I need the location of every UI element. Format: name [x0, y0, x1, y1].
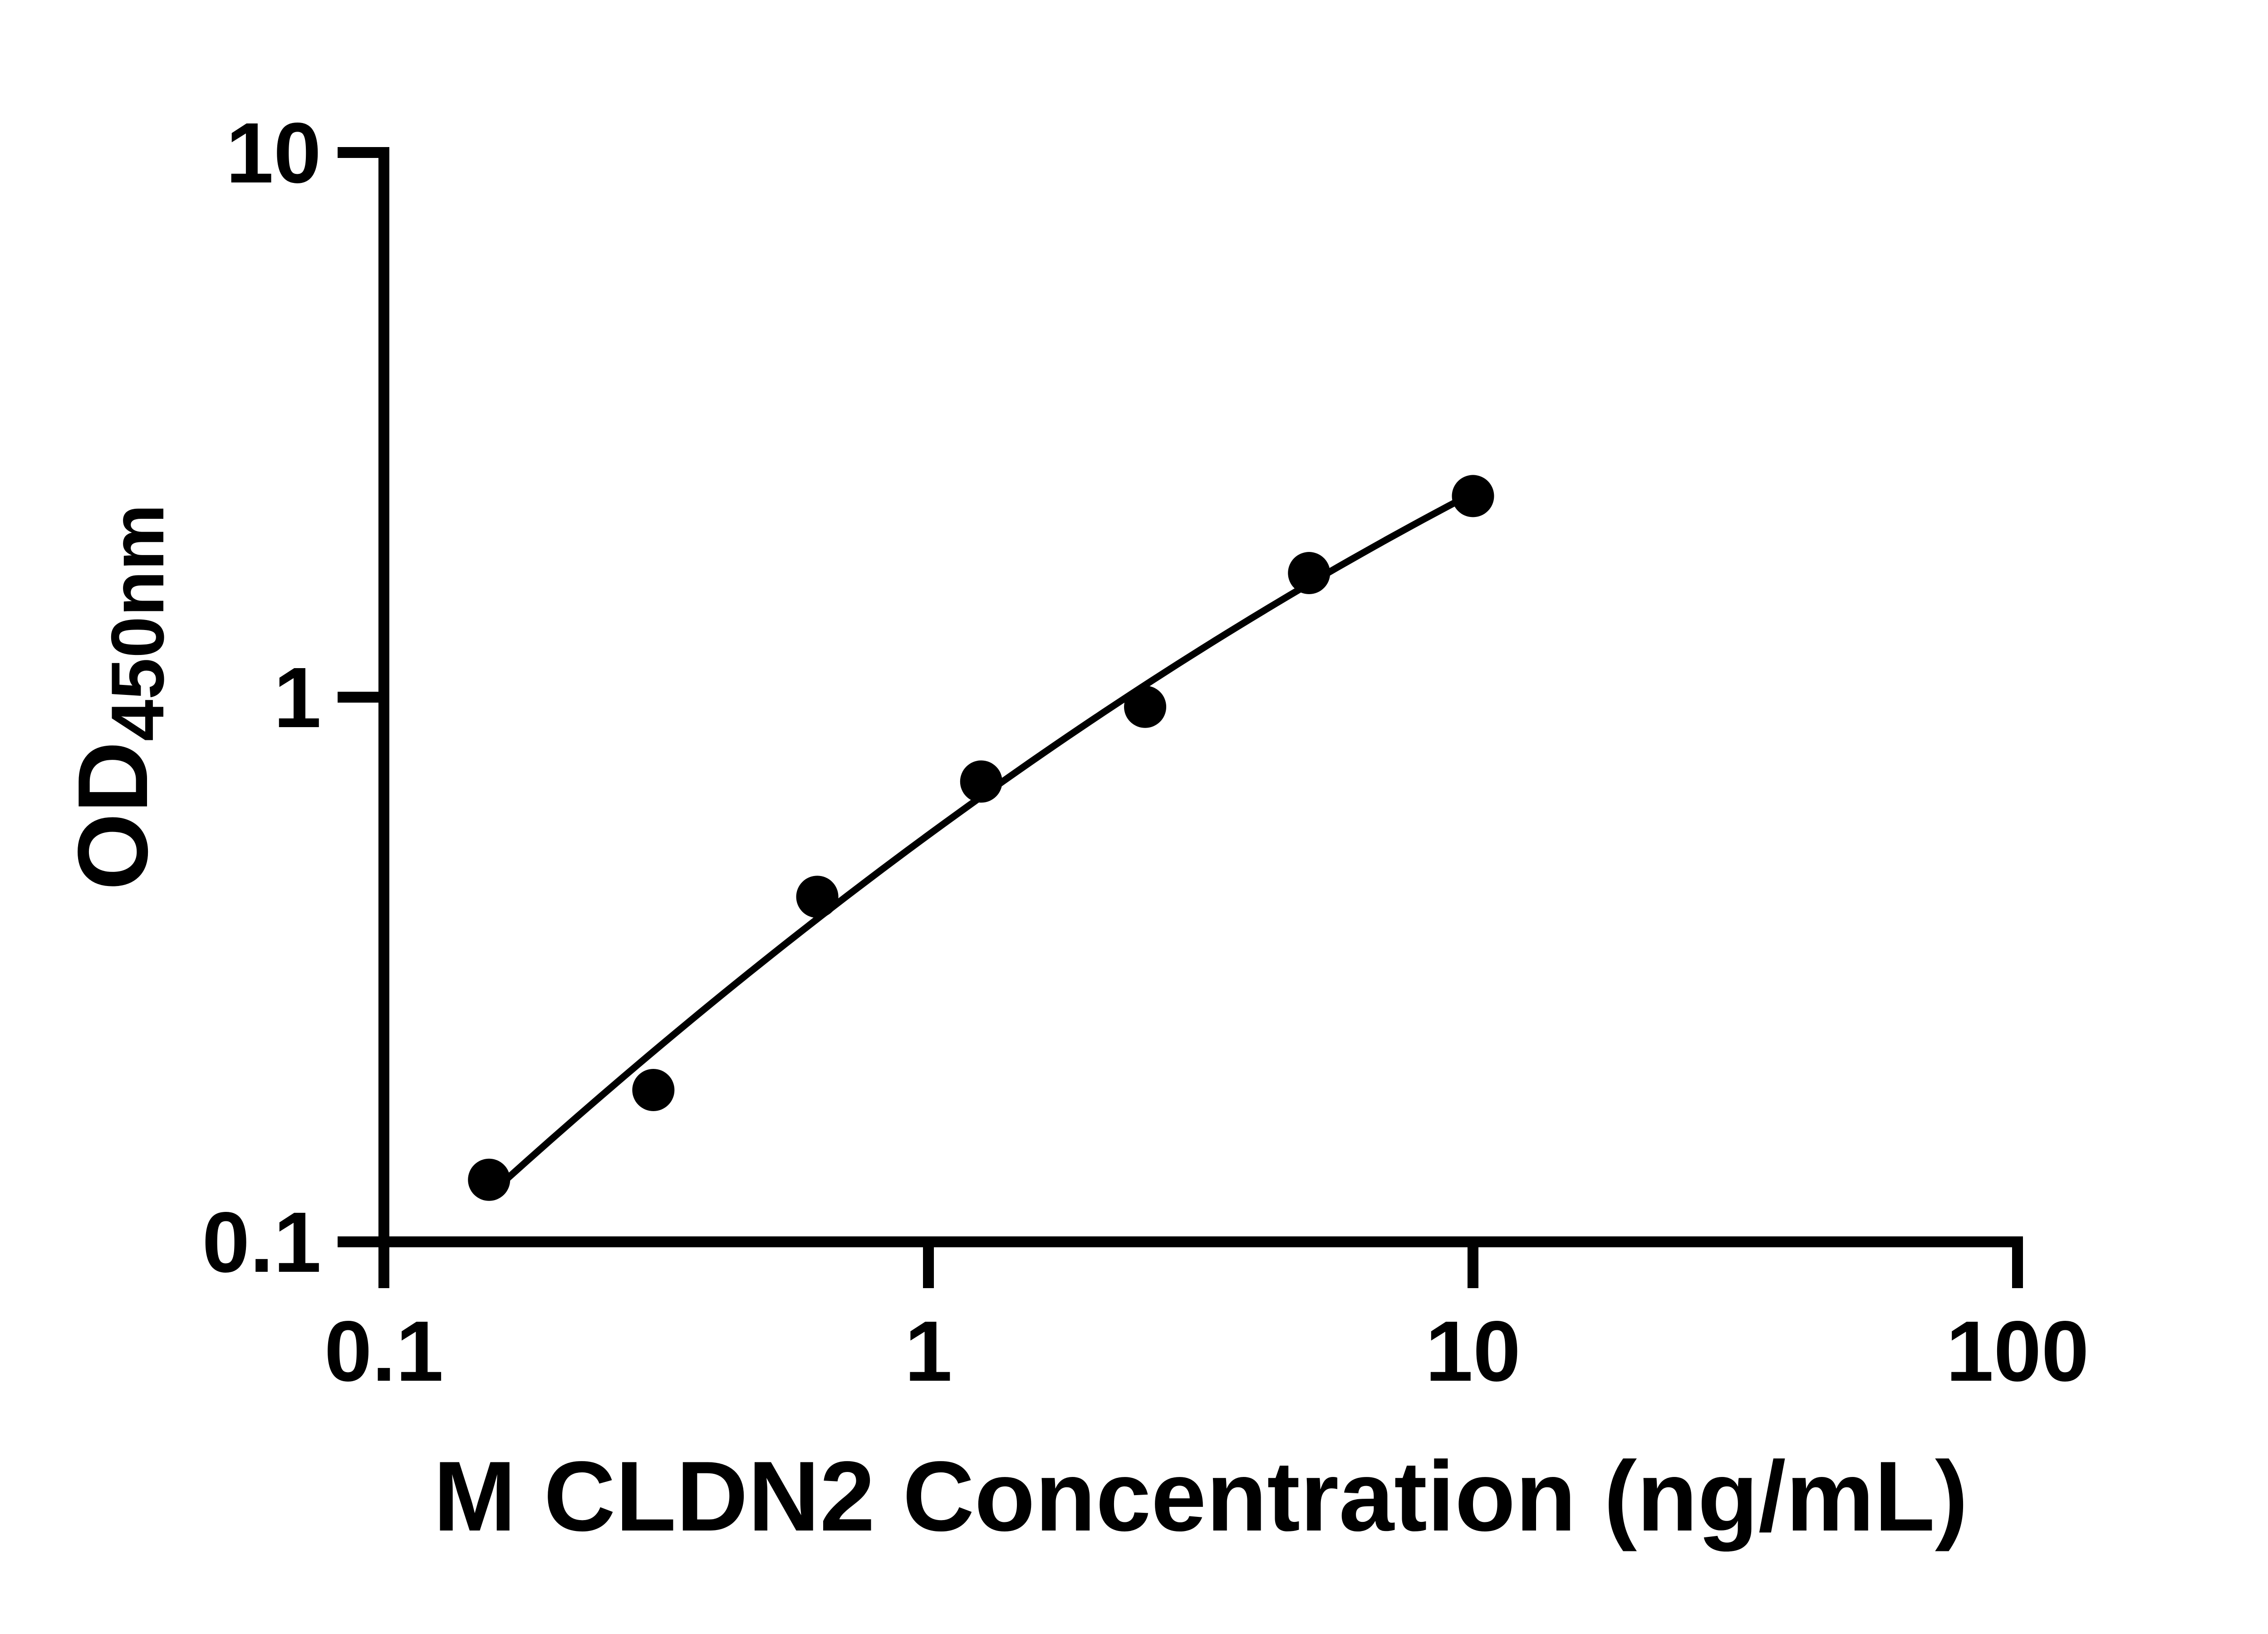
- x-tick: [378, 1247, 389, 1288]
- y-tick: [338, 147, 378, 158]
- axis-ticks: [338, 147, 2023, 1288]
- x-tick-label: 1: [904, 1304, 952, 1399]
- data-points: [468, 475, 1494, 1201]
- data-point-marker: [632, 1069, 675, 1111]
- y-axis-title-main: OD: [58, 741, 168, 891]
- x-axis-line: [378, 1236, 2023, 1247]
- x-tick: [923, 1247, 934, 1288]
- data-point-marker: [468, 1158, 511, 1201]
- data-point-marker: [1452, 475, 1494, 517]
- y-tick-label: 10: [226, 105, 321, 201]
- y-tick: [338, 692, 378, 703]
- y-axis-title-subscript: 450nm: [96, 504, 179, 741]
- data-point-marker: [960, 760, 1002, 803]
- y-tick-label: 0.1: [202, 1195, 321, 1290]
- x-tick-label: 0.1: [324, 1304, 444, 1399]
- axis-tick-labels: 0.1 1 10 100 0.1 1 10: [202, 105, 2089, 1399]
- x-tick: [1468, 1247, 1478, 1288]
- x-axis-title: M CLDN2 Concentration (ng/mL): [433, 1441, 1968, 1552]
- x-tick: [2012, 1247, 2023, 1288]
- x-tick-label: 10: [1425, 1304, 1521, 1399]
- y-axis-title: OD450nm: [58, 504, 179, 890]
- y-tick-label: 1: [274, 650, 321, 746]
- data-point-marker: [1124, 685, 1167, 728]
- data-point-marker: [796, 876, 839, 918]
- axes: [378, 147, 2023, 1247]
- x-tick-label: 100: [1946, 1304, 2089, 1399]
- data-point-marker: [1288, 552, 1330, 595]
- y-tick: [338, 1236, 378, 1247]
- y-axis-line: [378, 147, 389, 1247]
